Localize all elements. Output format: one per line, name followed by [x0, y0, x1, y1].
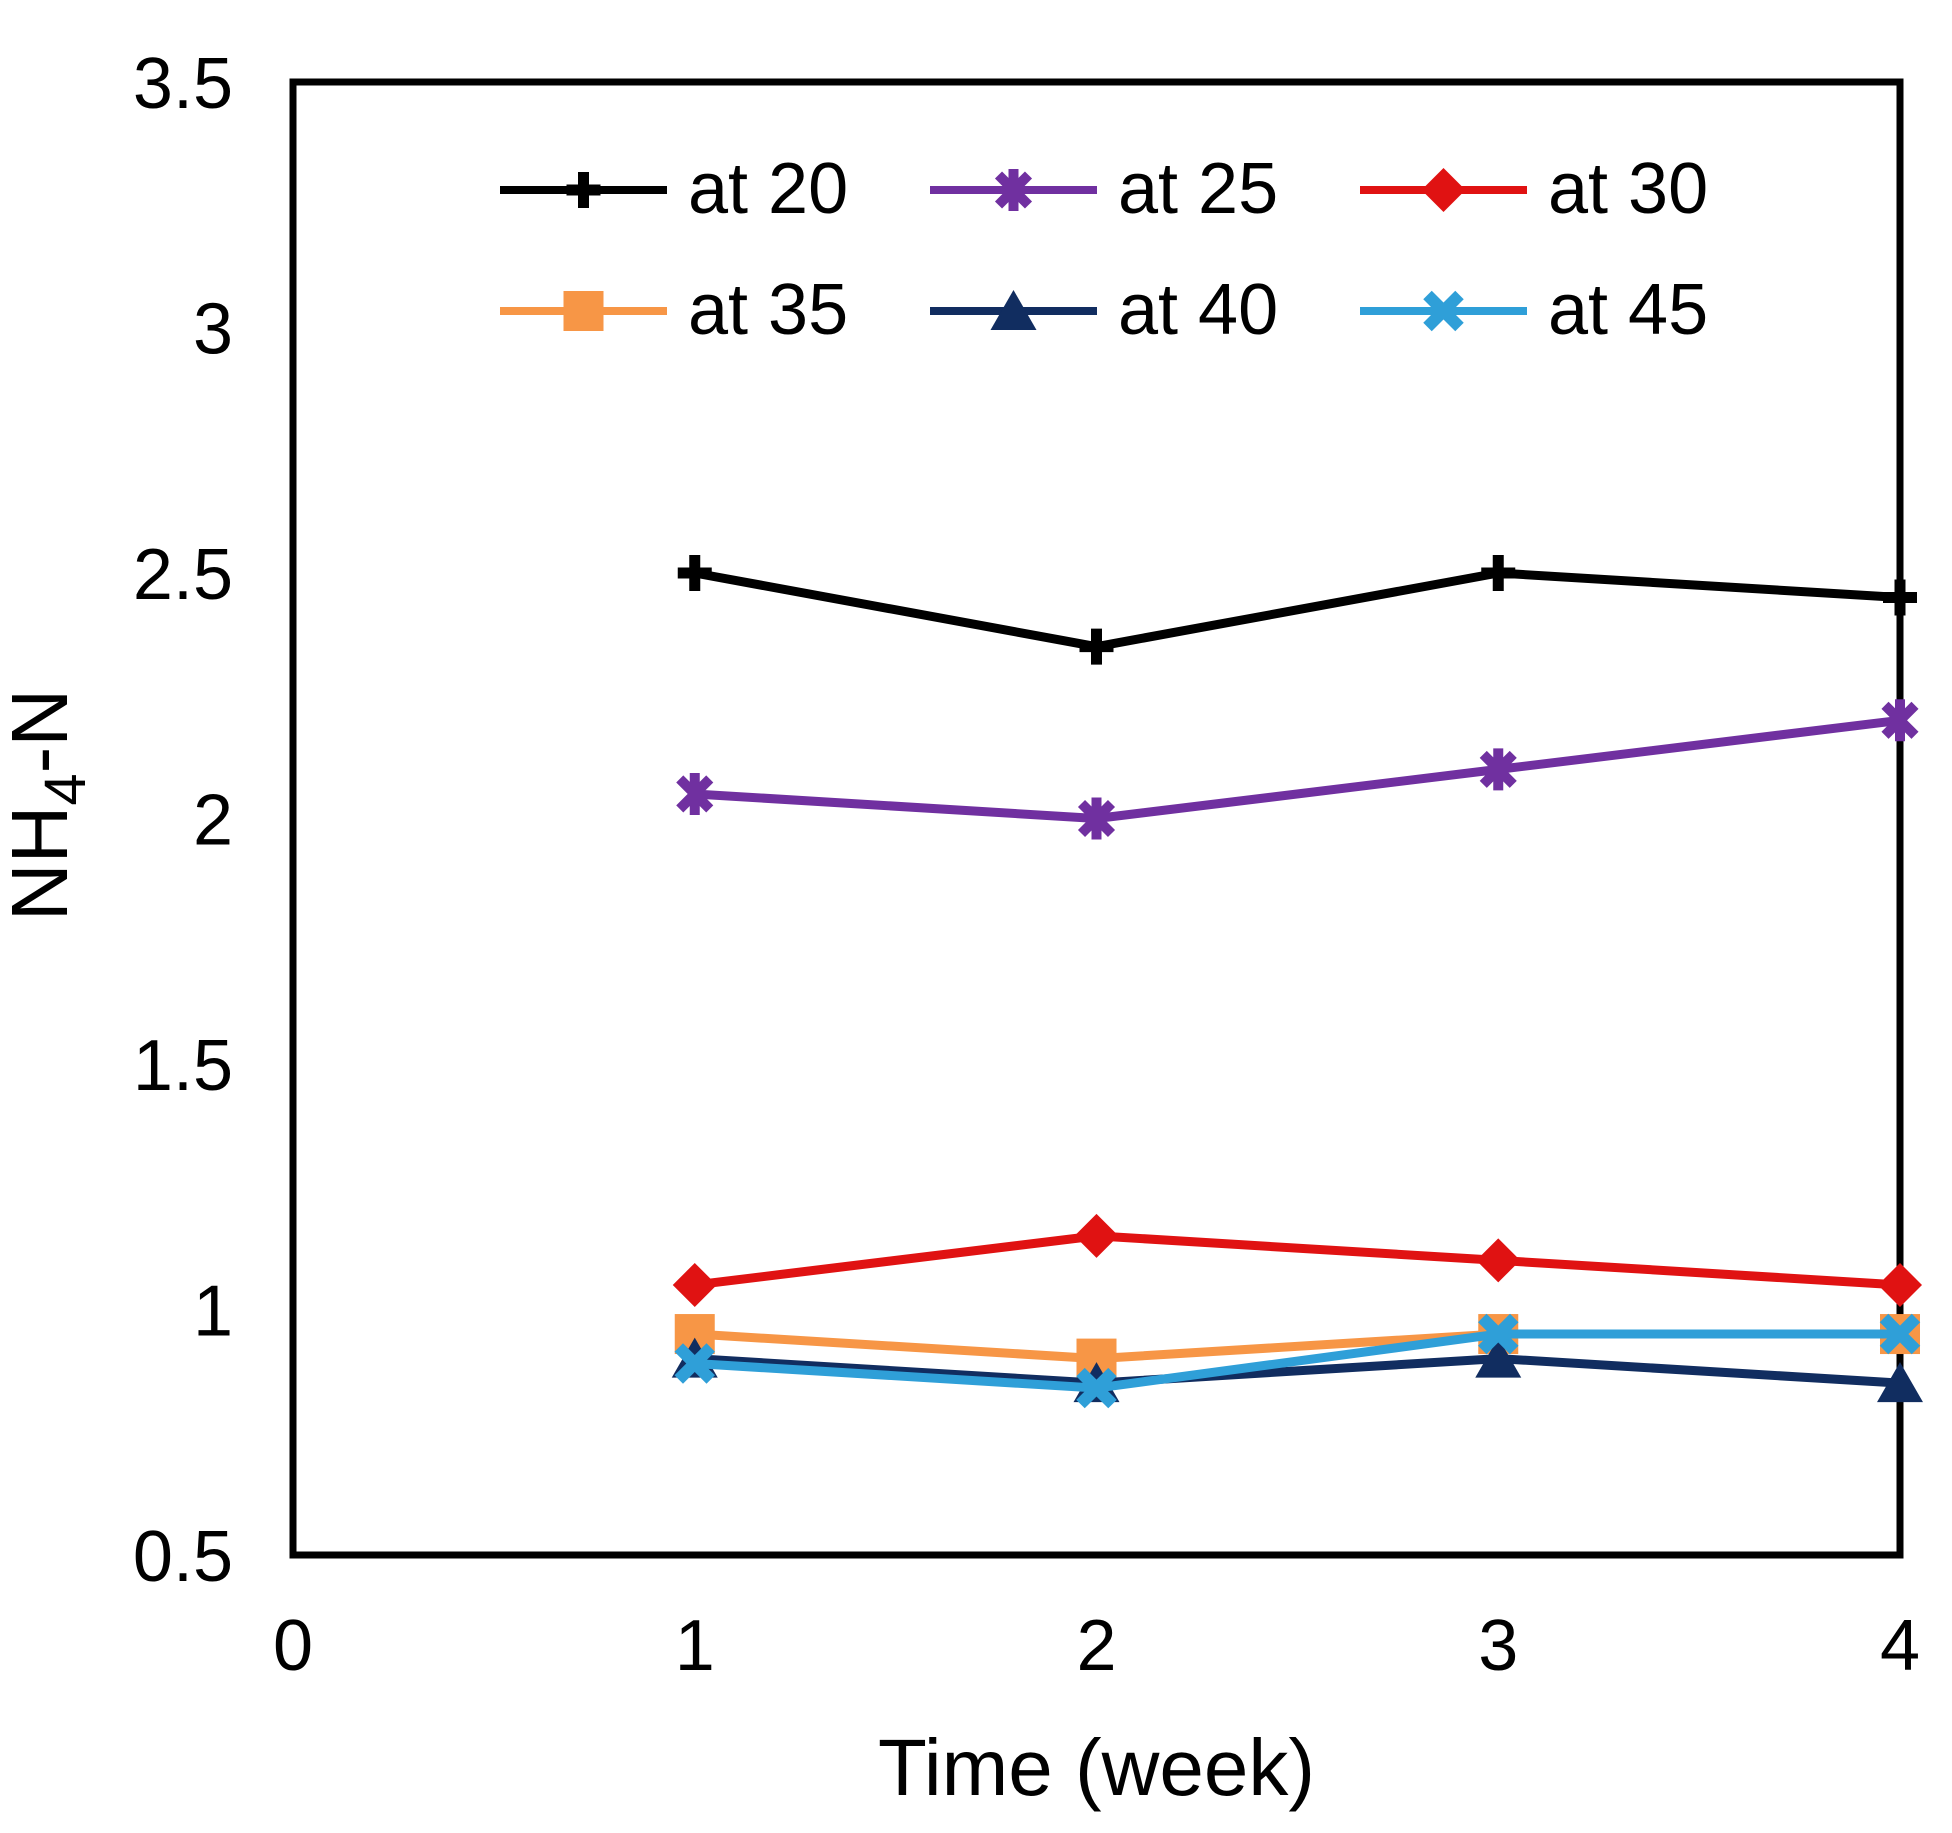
y-tick-label: 3 — [193, 289, 233, 369]
series-line-at-45 — [694, 1329, 1900, 1393]
series-marker-at-25 — [676, 772, 714, 815]
series-line-at-25 — [694, 715, 1901, 823]
series-marker-at-40 — [1877, 1362, 1923, 1403]
series-marker-at-30 — [1074, 1213, 1119, 1258]
x-tick-label: 0 — [273, 1606, 313, 1686]
series-marker-at-25 — [1881, 699, 1919, 742]
x-tick-label: 3 — [1478, 1606, 1518, 1686]
series-marker-at-20 — [1481, 555, 1516, 591]
legend-marker-at-35 — [563, 291, 604, 331]
series-marker-at-25 — [1479, 748, 1517, 791]
x-tick-label: 4 — [1880, 1606, 1920, 1686]
series-marker-at-20 — [1079, 628, 1114, 665]
x-tick-label: 1 — [675, 1606, 715, 1686]
legend-marker-at-45 — [1423, 290, 1464, 332]
legend-marker-at-25 — [994, 169, 1033, 211]
series-marker-at-40 — [1475, 1337, 1522, 1378]
legend-marker-at-20 — [566, 172, 601, 208]
y-tick-label: 1 — [193, 1271, 233, 1351]
series-marker-at-45 — [1076, 1367, 1117, 1409]
y-tick-label: 0.5 — [133, 1517, 233, 1597]
series-marker-at-30 — [672, 1262, 717, 1307]
legend-label-at-35: at 35 — [688, 270, 848, 350]
legend-label-at-30: at 30 — [1548, 149, 1708, 229]
y-axis-title: NH4-N — [0, 689, 98, 921]
legend-label-at-45: at 45 — [1548, 270, 1708, 350]
series-line-at-40 — [694, 1354, 1901, 1388]
legend-label-at-20: at 20 — [688, 149, 848, 229]
y-tick-label: 2.5 — [133, 535, 233, 615]
y-tick-label: 3.5 — [133, 44, 233, 124]
legend-marker-at-30 — [1421, 168, 1466, 212]
series-marker-at-45 — [674, 1343, 715, 1384]
series-marker-at-20 — [1883, 579, 1917, 616]
legend-label-at-40: at 40 — [1118, 270, 1278, 350]
legend-marker-at-40 — [990, 290, 1037, 330]
series-marker-at-30 — [1878, 1262, 1922, 1307]
series-line-at-20 — [693, 568, 1901, 652]
series-marker-at-45 — [1879, 1313, 1921, 1355]
y-tick-label: 2 — [193, 780, 233, 860]
y-tick-label: 1.5 — [133, 1026, 233, 1106]
legend-label-at-25: at 25 — [1118, 149, 1278, 229]
series-marker-at-45 — [1478, 1313, 1519, 1355]
series-line-at-30 — [694, 1231, 1901, 1290]
series-marker-at-25 — [1077, 797, 1116, 840]
series-marker-at-20 — [677, 555, 712, 591]
x-tick-label: 2 — [1076, 1606, 1116, 1686]
series-marker-at-30 — [1476, 1238, 1521, 1283]
x-axis-title: Time (week) — [878, 1723, 1315, 1812]
plot-frame — [289, 78, 1904, 1559]
